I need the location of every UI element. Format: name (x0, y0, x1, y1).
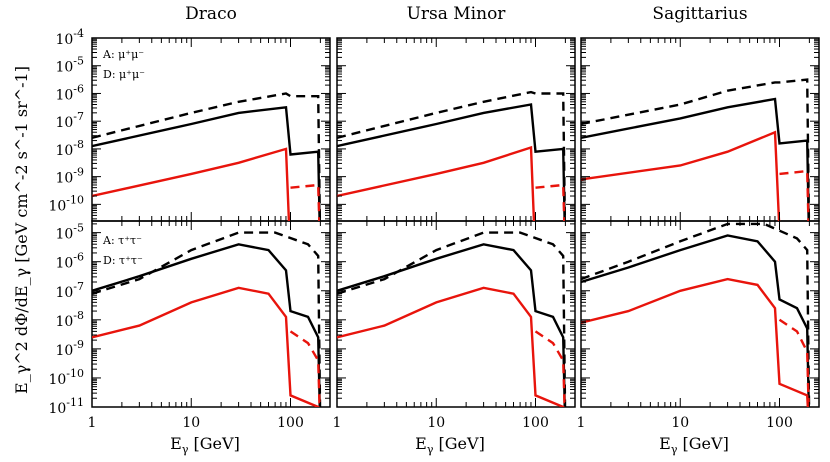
curve-tautau-black_dash (92, 231, 322, 407)
y-tick-label: 10-11 (48, 396, 84, 417)
x-tick-label: 100 (766, 415, 793, 431)
x-tick-label: 1 (333, 415, 342, 431)
panel-frame (580, 37, 820, 222)
x-axis-label: Eγ [GeV] (659, 434, 729, 456)
panel-frame (580, 220, 820, 408)
curve-tautau-black_solid (92, 243, 321, 407)
y-tick-label: 10-10 (48, 367, 84, 388)
curve-tautau-red_dash (289, 330, 321, 407)
x-tick-label: 1 (577, 415, 586, 431)
curve-tautau-red_solid (337, 286, 565, 407)
x-tick-label: 100 (277, 415, 304, 431)
curve-tautau-red_dash (778, 318, 810, 407)
y-tick-label: 10-6 (55, 82, 84, 103)
x-tick-label: 100 (522, 415, 549, 431)
legend-entry: D: τ⁺τ⁻ (103, 254, 143, 267)
panel-title: Draco (185, 4, 237, 24)
legend-entry: A: μ⁺μ⁻ (102, 48, 144, 61)
curve-mumu-red_dash (290, 183, 321, 221)
curve-tautau-black_solid (337, 243, 566, 407)
curve-tautau-black_solid (581, 234, 811, 407)
x-tick-label: 10 (427, 415, 445, 431)
legend-entry: D: μ⁺μ⁻ (103, 68, 145, 81)
y-tick-label: 10-8 (55, 138, 84, 159)
y-tick-label: 10-10 (48, 193, 84, 214)
curve-mumu-black_dash (92, 92, 322, 221)
curve-tautau-black_dash (581, 222, 811, 407)
curve-tautau-red_dash (534, 330, 566, 407)
y-tick-label: 10-5 (55, 222, 84, 243)
curve-tautau-red_solid (92, 286, 320, 407)
panel-frame (91, 220, 331, 408)
y-tick-label: 10-7 (55, 110, 84, 131)
x-tick-label: 10 (182, 415, 200, 431)
curve-mumu-red_solid (581, 130, 781, 221)
y-axis-label: E_γ^2 dΦ/dE_γ [GeV cm^-2 s^-1 sr^-1] (12, 66, 31, 394)
y-tick-label: 10-8 (55, 309, 84, 330)
legend-entry: A: τ⁺τ⁻ (102, 234, 142, 247)
curve-mumu-red_solid (92, 147, 291, 221)
y-tick-label: 10-9 (55, 166, 84, 187)
y-tick-label: 10-7 (55, 280, 84, 301)
y-tick-label: 10-5 (55, 55, 84, 76)
curve-mumu-black_dash (337, 90, 567, 221)
curve-tautau-black_dash (337, 231, 567, 407)
curve-mumu-red_dash (535, 183, 566, 221)
panel-title: Ursa Minor (407, 4, 507, 24)
panel-frame (336, 220, 576, 408)
x-axis-label: Eγ [GeV] (170, 434, 240, 456)
curve-tautau-red_solid (581, 277, 810, 407)
curve-mumu-red_solid (337, 145, 536, 221)
x-tick-label: 10 (671, 415, 689, 431)
y-tick-label: 10-4 (55, 27, 84, 48)
x-tick-label: 1 (88, 415, 97, 431)
y-tick-label: 10-9 (55, 338, 84, 359)
curve-mumu-black_dash (581, 78, 811, 221)
x-axis-label: Eγ [GeV] (415, 434, 485, 456)
y-tick-label: 10-6 (55, 251, 84, 272)
panel-title: Sagittarius (652, 4, 747, 24)
curve-mumu-black_solid (337, 103, 566, 221)
